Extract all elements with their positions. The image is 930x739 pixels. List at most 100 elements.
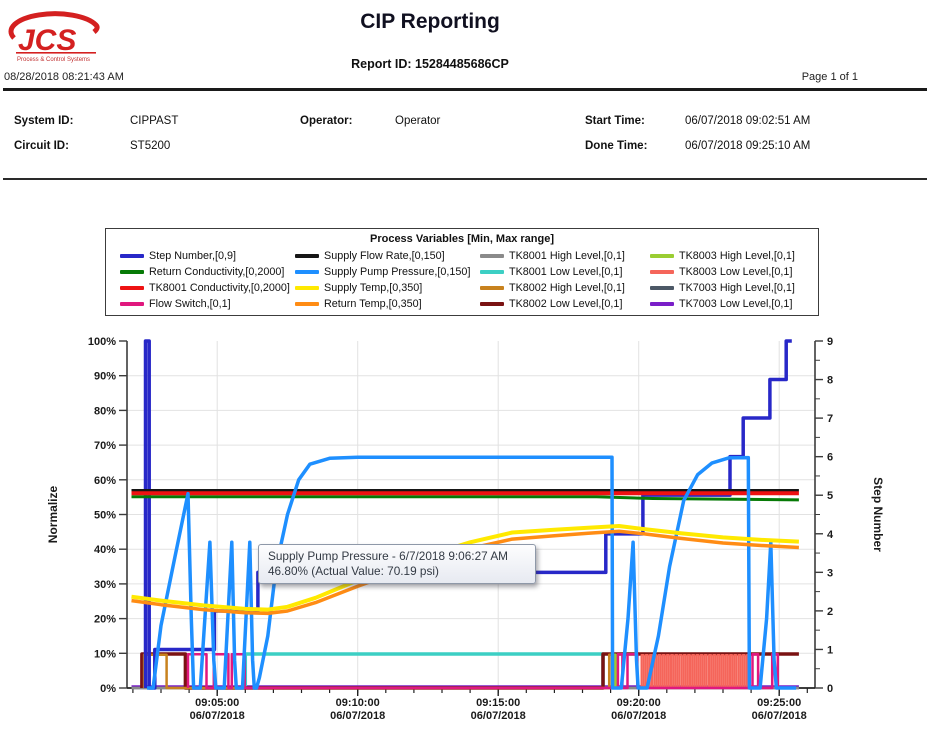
legend-label-supply_flow_rate: Supply Flow Rate,[0,150]: [324, 250, 445, 262]
chart-tooltip: Supply Pump Pressure - 6/7/2018 9:06:27 …: [258, 544, 536, 584]
legend-item-tk8003_high: TK8003 High Level,[0,1]: [650, 248, 810, 264]
series-return_conductivity: [131, 495, 799, 502]
y-left-tick-label: 70%: [94, 440, 116, 452]
series-tk8003_low: [640, 654, 750, 689]
y-left-tick-label: 80%: [94, 405, 116, 417]
legend-swatch-tk7003_low: [650, 302, 674, 306]
y-left-tick-label: 50%: [94, 510, 116, 522]
x-tick-time: 09:15:00: [476, 697, 520, 709]
y-left-tick-label: 20%: [94, 614, 116, 626]
legend-swatch-flow_switch: [120, 302, 144, 306]
logo-swoosh: [8, 11, 100, 40]
start-time-value: 06/07/2018 09:02:51 AM: [685, 115, 811, 127]
x-tick-time: 09:25:00: [757, 697, 801, 709]
y-left-tick-label: 100%: [88, 336, 116, 348]
legend-swatch-supply_pump_pressure: [295, 270, 319, 274]
legend-swatch-supply_flow_rate: [295, 254, 319, 258]
y-left-tick-label: 0%: [100, 683, 116, 695]
page-number: Page 1 of 1: [801, 71, 858, 83]
series-supply_pump_pressure: [147, 455, 797, 690]
x-tick-time: 09:10:00: [336, 697, 380, 709]
x-tick-date: 06/07/2018: [330, 710, 385, 722]
legend-swatch-tk8001_conductivity: [120, 286, 144, 290]
y-right-tick-label: 6: [827, 452, 833, 464]
y-right-tick-label: 8: [827, 375, 833, 387]
y-right-tick-label: 7: [827, 413, 833, 425]
page-title: CIP Reporting: [360, 10, 500, 33]
legend-label-tk8002_high: TK8002 High Level,[0,1]: [509, 282, 625, 294]
legend-item-tk8001_high: TK8001 High Level,[0,1]: [480, 248, 650, 264]
report-id: Report ID: 15284485686CP: [351, 57, 509, 71]
y-right-tick-label: 1: [827, 644, 833, 656]
legend-grid: Step Number,[0,9] Return Conductivity,[0,…: [106, 248, 818, 312]
legend-swatch-return_conductivity: [120, 270, 144, 274]
legend-title: Process Variables [Min, Max range]: [369, 233, 555, 245]
y-left-tick-label: 10%: [94, 648, 116, 660]
y-right-tick-label: 5: [827, 490, 833, 502]
legend-label-step_number: Step Number,[0,9]: [149, 250, 237, 262]
jcs-logo: JCS Process & Control Systems: [8, 11, 100, 63]
legend-swatch-return_temp: [295, 302, 319, 306]
series-supply_temp: [131, 524, 799, 612]
legend-item-return_temp: Return Temp,[0,350]: [295, 296, 480, 312]
legend-label-return_conductivity: Return Conductivity,[0,2000]: [149, 266, 285, 278]
legend-item-tk8003_low: TK8003 Low Level,[0,1]: [650, 264, 810, 280]
tooltip-value: 46.80% (Actual Value: 70.19 psi): [268, 564, 439, 578]
legend-swatch-tk8003_high: [650, 254, 674, 258]
legend-label-supply_temp: Supply Temp,[0,350]: [324, 282, 423, 294]
y-right-tick-label: 9: [827, 336, 833, 348]
x-tick-date: 06/07/2018: [611, 710, 666, 722]
y-axis-right-title: Step Number: [871, 477, 885, 552]
header-divider: [3, 88, 927, 91]
legend-label-tk8001_conductivity: TK8001 Conductivity,[0,2000]: [149, 282, 290, 294]
legend-swatch-tk7003_high: [650, 286, 674, 290]
done-time-value: 06/07/2018 09:25:10 AM: [685, 140, 811, 152]
operator-label: Operator:: [300, 115, 353, 127]
start-time-label: Start Time:: [585, 115, 645, 127]
legend-label-tk8002_low: TK8002 Low Level,[0,1]: [509, 298, 623, 310]
system-id-label: System ID:: [14, 115, 74, 127]
legend-swatch-supply_temp: [295, 286, 319, 290]
legend-item-tk8001_conductivity: TK8001 Conductivity,[0,2000]: [120, 280, 295, 296]
done-time-label: Done Time:: [585, 140, 648, 152]
y-right-tick-label: 0: [827, 683, 833, 695]
legend-label-tk8003_high: TK8003 High Level,[0,1]: [679, 250, 795, 262]
legend-swatch-tk8003_low: [650, 270, 674, 274]
legend-label-supply_pump_pressure: Supply Pump Pressure,[0,150]: [324, 266, 471, 278]
circuit-id-value: ST5200: [130, 140, 171, 152]
x-tick-date: 06/07/2018: [190, 710, 245, 722]
legend-swatch-tk8001_low: [480, 270, 504, 274]
legend-swatch-step_number: [120, 254, 144, 258]
legend-item-tk7003_low: TK7003 Low Level,[0,1]: [650, 296, 810, 312]
y-right-tick-label: 3: [827, 567, 833, 579]
logo-underline: [16, 52, 96, 54]
tooltip-series-time: Supply Pump Pressure - 6/7/2018 9:06:27 …: [268, 549, 509, 563]
circuit-id-label: Circuit ID:: [14, 140, 69, 152]
legend-item-tk8002_low: TK8002 Low Level,[0,1]: [480, 296, 650, 312]
chart-legend: Process Variables [Min, Max range] Step …: [105, 228, 819, 316]
legend-swatch-tk8002_low: [480, 302, 504, 306]
legend-swatch-tk8001_high: [480, 254, 504, 258]
y-axis-left-title: Normalize: [46, 486, 60, 544]
logo-text: JCS: [18, 24, 76, 57]
legend-item-flow_switch: Flow Switch,[0,1]: [120, 296, 295, 312]
legend-item-supply_pump_pressure: Supply Pump Pressure,[0,150]: [295, 264, 480, 280]
legend-label-tk8001_low: TK8001 Low Level,[0,1]: [509, 266, 623, 278]
logo-subtext: Process & Control Systems: [17, 57, 90, 63]
legend-label-return_temp: Return Temp,[0,350]: [324, 298, 422, 310]
legend-label-tk7003_high: TK7003 High Level,[0,1]: [679, 282, 795, 294]
legend-item-supply_temp: Supply Temp,[0,350]: [295, 280, 480, 296]
y-left-tick-label: 30%: [94, 579, 116, 591]
legend-swatch-tk8002_high: [480, 286, 504, 290]
legend-item-tk8001_low: TK8001 Low Level,[0,1]: [480, 264, 650, 280]
y-left-tick-label: 60%: [94, 475, 116, 487]
legend-item-tk8002_high: TK8002 High Level,[0,1]: [480, 280, 650, 296]
series-tk8001_low: [243, 652, 605, 688]
operator-value: Operator: [395, 115, 441, 127]
y-right-tick-label: 2: [827, 606, 833, 618]
system-id-value: CIPPAST: [130, 115, 179, 127]
y-right-tick-label: 4: [827, 529, 834, 541]
x-tick-time: 09:05:00: [195, 697, 239, 709]
